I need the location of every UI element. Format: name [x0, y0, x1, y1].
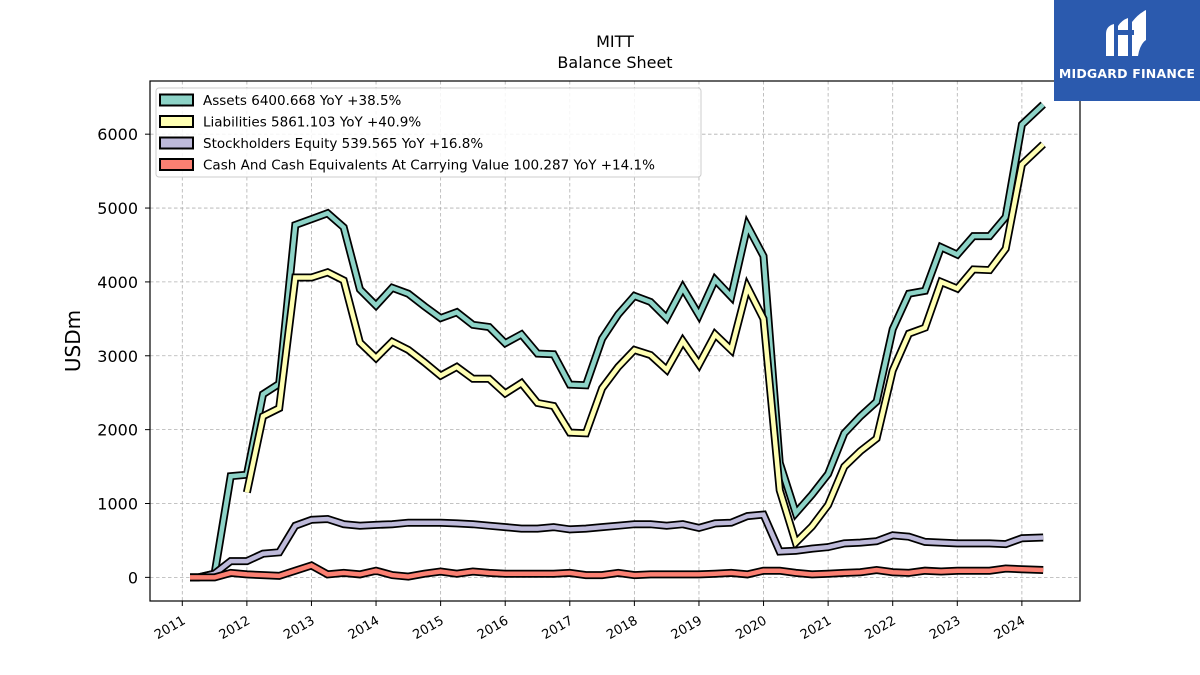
legend-entry: Liabilities 5861.103 YoY +40.9% — [203, 115, 421, 131]
y-tick-label: 6000 — [97, 125, 138, 144]
brand-logo-icon — [1106, 10, 1146, 56]
x-tick-label: 2015 — [410, 613, 446, 643]
x-tick-label: 2016 — [475, 613, 511, 643]
y-axis-label: USDm — [61, 310, 85, 372]
series-line-cash-and-cash-equivalents-at-carrying-value — [190, 563, 1044, 580]
series-outline-liabilities — [242, 141, 1046, 551]
chart-subtitle: Balance Sheet — [557, 53, 672, 72]
series-line-assets — [190, 102, 1045, 580]
x-tick-label: 2024 — [992, 613, 1028, 643]
legend-swatch — [159, 158, 194, 171]
y-tick-label: 4000 — [97, 273, 138, 292]
brand-logo-text: MIDGARD FINANCE — [1058, 66, 1196, 81]
legend: Assets 6400.668 YoY +38.5% Liabilities 58… — [155, 87, 702, 178]
x-tick-label: 2014 — [346, 613, 382, 643]
legend-box — [155, 87, 702, 178]
legend-swatch — [159, 93, 194, 107]
x-tick-label: 2013 — [281, 613, 317, 643]
brand-logo: MIDGARD FINANCE — [1054, 0, 1200, 101]
x-tick-label: 2019 — [669, 613, 705, 643]
series-lines — [190, 101, 1046, 582]
y-tick-label: 0 — [128, 568, 138, 587]
y-tick-label: 2000 — [97, 421, 138, 440]
legend-swatch — [159, 136, 194, 150]
chart-title: MITT — [596, 32, 634, 51]
legend-entry: Stockholders Equity 539.565 YoY +16.8% — [203, 136, 483, 152]
legend-entry: Assets 6400.668 YoY +38.5% — [203, 93, 402, 109]
x-tick-label: 2020 — [733, 613, 769, 643]
y-tick-label: 5000 — [97, 199, 138, 218]
x-tick-label: 2011 — [152, 613, 188, 643]
x-tick-label: 2023 — [927, 613, 963, 643]
series-line-liabilities — [244, 142, 1045, 547]
x-tick-label: 2017 — [540, 613, 576, 643]
legend-entry: Cash And Cash Equivalents At Carrying Va… — [203, 158, 655, 174]
x-tick-label: 2022 — [863, 613, 899, 643]
legend-swatch — [159, 115, 194, 128]
x-tick-label: 2012 — [217, 613, 253, 643]
series-line-stockholders-equity — [190, 512, 1044, 580]
y-tick-label: 3000 — [97, 347, 138, 366]
x-tick-label: 2018 — [604, 613, 640, 643]
y-tick-label: 1000 — [97, 495, 138, 514]
x-tick-label: 2021 — [798, 613, 834, 643]
plot-frame — [149, 80, 1081, 602]
